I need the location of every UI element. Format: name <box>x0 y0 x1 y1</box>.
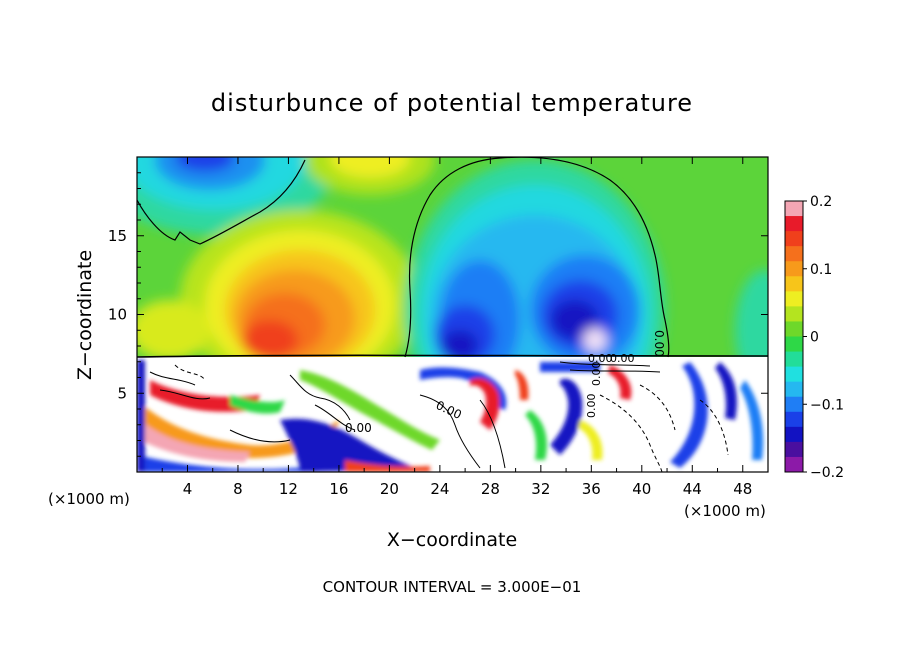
colorbar-swatch <box>785 321 803 337</box>
x-axis: 4 8 12 16 20 24 28 32 36 40 44 48 <box>161 157 752 498</box>
colorbar-swatch <box>785 246 803 262</box>
contour-label: 0.00 <box>588 352 613 365</box>
colorbar-swatch <box>785 306 803 322</box>
colorbar-swatch <box>785 426 803 443</box>
x-tick-label: 20 <box>380 480 399 498</box>
chart-title: disturbunce of potential temperature <box>211 89 693 117</box>
colorbar-swatch <box>785 441 803 458</box>
colorbar-tick-label: −0.2 <box>810 465 844 481</box>
colorbar-tick-label: 0 <box>810 330 819 346</box>
x-axis-label: X−coordinate <box>387 529 517 551</box>
colorbar-swatch <box>785 231 803 247</box>
colorbar-swatch <box>785 336 803 353</box>
contour-label: 0.00 <box>345 421 372 435</box>
x-tick-label: 48 <box>733 480 752 498</box>
colorbar-swatch <box>785 351 803 368</box>
contour-lines <box>137 157 768 358</box>
colorbar-swatch <box>785 381 803 398</box>
x-tick-label: 12 <box>279 480 298 498</box>
colorbar <box>784 200 804 473</box>
y-tick-label: 10 <box>108 306 127 324</box>
x-tick-label: 36 <box>582 480 601 498</box>
y-axis: 5 10 15 <box>108 172 768 457</box>
x-tick-label: 32 <box>531 480 550 498</box>
colorbar-tick-label: −0.1 <box>810 397 844 413</box>
colorbar-swatch <box>785 456 803 473</box>
colorbar-swatch <box>785 201 803 217</box>
x-tick-label: 40 <box>632 480 651 498</box>
x-tick-label: 44 <box>683 480 702 498</box>
x-tick-label: 28 <box>481 480 500 498</box>
y-tick-label: 5 <box>117 384 127 402</box>
colorbar-tick-label: 0.2 <box>810 194 832 210</box>
colorbar-tick-label: 0.1 <box>810 262 832 278</box>
contour-label: 0.00 <box>590 362 603 387</box>
colorbar-labels: 0.2 0.1 0 −0.1 −0.2 <box>803 194 844 481</box>
x-tick-label: 24 <box>430 480 449 498</box>
contour-label: 0.00 <box>652 330 666 357</box>
contour-label: 0.00 <box>610 352 635 365</box>
colorbar-swatch <box>785 216 803 232</box>
colorbar-swatch <box>785 396 803 413</box>
x-unit-right: (×1000 m) <box>684 502 766 520</box>
lower-field <box>137 357 768 472</box>
contour-label: 0.00 <box>585 394 598 419</box>
colorbar-swatch <box>785 411 803 428</box>
plot-area <box>137 157 768 472</box>
x-unit-left: (×1000 m) <box>48 490 130 508</box>
x-tick-label: 4 <box>183 480 193 498</box>
colorbar-swatch <box>785 291 803 307</box>
colorbar-swatch <box>785 261 803 277</box>
contour-interval-note: CONTOUR INTERVAL = 3.000E−01 <box>323 578 582 596</box>
x-tick-label: 16 <box>329 480 348 498</box>
x-tick-label: 8 <box>233 480 243 498</box>
colorbar-swatch <box>785 276 803 292</box>
y-axis-label: Z−coordinate <box>74 250 96 380</box>
y-tick-label: 15 <box>108 227 127 245</box>
colorbar-swatch <box>785 366 803 383</box>
